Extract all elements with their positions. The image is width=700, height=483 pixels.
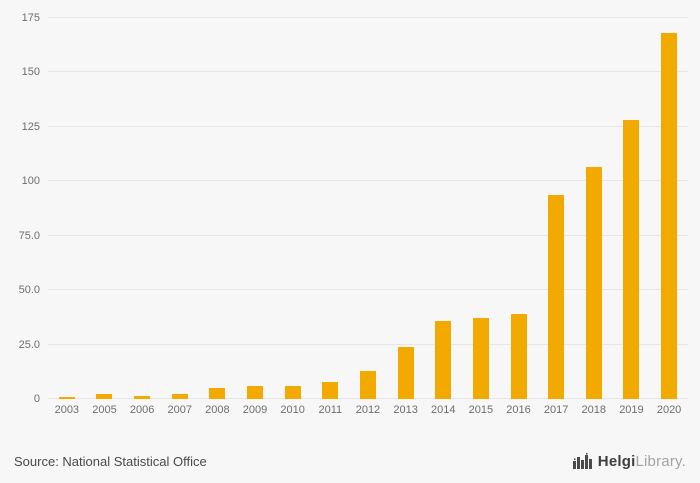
bar-2008[interactable] [209,388,226,399]
bar-column-2013 [387,18,425,399]
bar-2017[interactable] [548,195,565,399]
bar-2006[interactable] [134,395,151,399]
bar-2003[interactable] [58,396,75,399]
bar-2012[interactable] [359,370,376,399]
bar-column-2015 [462,18,500,399]
chart-footer: Source: National Statistical Office Helg… [0,439,700,483]
bar-2014[interactable] [435,320,452,399]
x-tick-label-2003: 2003 [54,404,80,416]
x-tick-label-2016: 2016 [506,404,531,416]
bar-column-2003 [48,18,86,399]
plot-area [48,17,688,399]
bar-2020[interactable] [661,33,678,399]
bar-column-2007 [161,18,199,399]
x-tick-label-2019: 2019 [619,404,644,416]
x-tick-label-2009: 2009 [242,404,268,416]
bar-2009[interactable] [247,385,264,399]
bar-2007[interactable] [171,393,188,399]
bar-2015[interactable] [472,318,489,399]
logo-brand-bold: Helgi [597,452,636,470]
y-tick-label: 125 [21,120,40,133]
y-tick-label: 175 [21,12,40,24]
bar-2010[interactable] [284,385,301,399]
bar-column-2008 [199,18,237,399]
y-tick-label: 75.0 [18,229,40,242]
x-tick-label-2005: 2005 [92,404,117,416]
logo-brand-light: Library. [635,452,686,470]
y-axis: 0 25.0 50.0 75.0 100 125 150 175 [0,12,40,405]
bar-2005[interactable] [96,393,113,399]
x-axis: 2003 2005 2006 2007 2008 2009 2010 2011 2012 2013… [48,404,688,416]
x-tick-label-2007: 2007 [167,404,192,416]
bar-column-2010 [274,18,312,399]
bar-column-2005 [86,18,124,399]
y-tick-label: 150 [21,66,40,79]
bar-2011[interactable] [322,381,339,399]
bar-chart-logo-icon [572,453,592,469]
y-tick-label: 50.0 [18,284,40,297]
x-tick-label-2006: 2006 [129,404,155,416]
x-tick-label-2020: 2020 [656,404,682,416]
y-tick-label: 0 [33,393,40,405]
x-tick-label-2018: 2018 [581,404,607,416]
bar-column-2006 [123,18,161,399]
bar-2013[interactable] [397,346,414,399]
helgi-library-logo[interactable]: HelgiLibrary. [572,453,686,470]
x-tick-label-2010: 2010 [280,404,305,416]
bar-column-2017 [537,18,575,399]
bar-column-2016 [500,18,538,399]
bar-column-2018 [575,18,613,399]
x-tick-label-2017: 2017 [543,404,569,416]
x-tick-label-2008: 2008 [205,404,230,416]
bar-column-2009 [236,18,274,399]
bar-column-2014 [424,18,462,399]
bar-2019[interactable] [623,120,640,399]
source-label: Source: National Statistical Office [14,453,207,469]
logo-text: HelgiLibrary. [598,453,686,470]
bar-column-2012 [349,18,387,399]
x-tick-label-2011: 2011 [318,404,343,416]
y-tick-label: 25.0 [18,338,40,351]
x-tick-label-2013: 2013 [393,404,418,416]
x-tick-label-2012: 2012 [355,404,381,416]
bar-2016[interactable] [510,314,527,399]
y-tick-label: 100 [21,175,40,188]
bar-2018[interactable] [585,167,602,399]
bar-column-2020 [650,18,688,399]
bar-column-2011 [311,18,349,399]
x-tick-label-2015: 2015 [468,404,494,416]
x-tick-label-2014: 2014 [430,404,456,416]
bar-column-2019 [613,18,651,399]
